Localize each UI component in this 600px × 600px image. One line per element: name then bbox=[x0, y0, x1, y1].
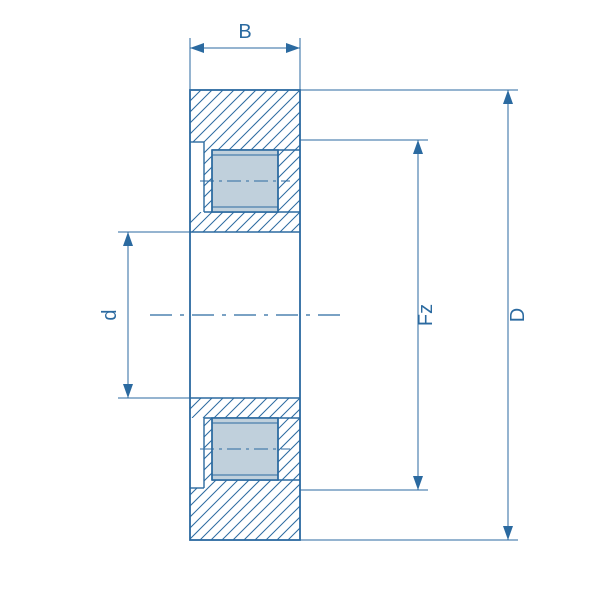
bearing-diagram: Bd Fz D bbox=[0, 0, 600, 600]
dim-d-label: d bbox=[99, 309, 121, 320]
dim-Fz-label: Fz bbox=[415, 304, 437, 326]
dim-D-label: D bbox=[507, 308, 529, 322]
dim-B-label: B bbox=[238, 21, 251, 43]
